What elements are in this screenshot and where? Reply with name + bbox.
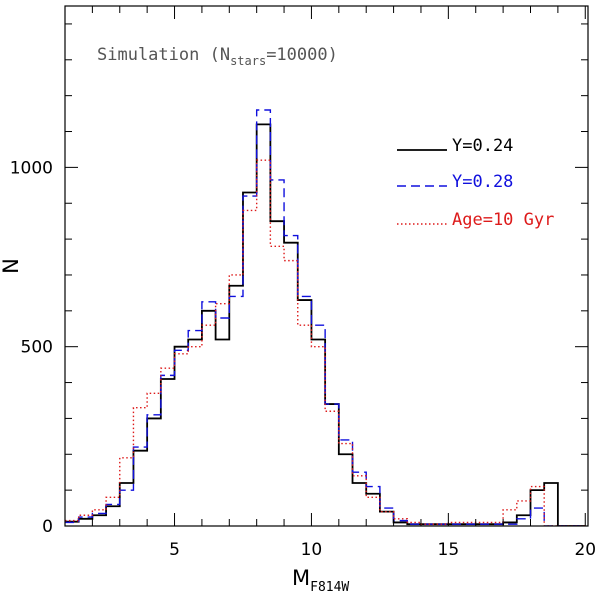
annotation-prefix: Simulation (N bbox=[97, 45, 230, 65]
series-layer bbox=[65, 109, 586, 526]
x-tick-label: 10 bbox=[301, 540, 323, 560]
annotation-suffix: =10000) bbox=[266, 45, 338, 65]
series-2-line bbox=[65, 159, 586, 526]
legend-label-1: Y=0.28 bbox=[452, 172, 513, 192]
x-tick-label: 20 bbox=[574, 540, 596, 560]
x-axis-title: MF814W bbox=[292, 566, 349, 593]
y-tick-label: 0 bbox=[42, 517, 53, 537]
legend-label-2: Age=10 Gyr bbox=[452, 210, 554, 230]
y-axis-title: N bbox=[0, 258, 23, 274]
y-tick-label: 500 bbox=[21, 338, 53, 358]
simulation-annotation: Simulation (Nstars=10000) bbox=[97, 45, 338, 68]
x-axis-title-subscript: F814W bbox=[310, 580, 349, 593]
x-tick-label: 15 bbox=[438, 540, 460, 560]
annotation-subscript: stars bbox=[230, 54, 266, 68]
x-axis-title-main: M bbox=[292, 566, 310, 590]
series-1-line bbox=[65, 109, 586, 526]
tick-layer: 5 10 15 20 0 500 1000 bbox=[10, 6, 596, 560]
legend: Y=0.24 Y=0.28 Age=10 Gyr bbox=[397, 136, 554, 230]
y-tick-label: 1000 bbox=[10, 158, 53, 178]
legend-label-0: Y=0.24 bbox=[452, 136, 513, 156]
x-tick-label: 5 bbox=[169, 540, 180, 560]
plot-frame bbox=[64, 5, 589, 527]
